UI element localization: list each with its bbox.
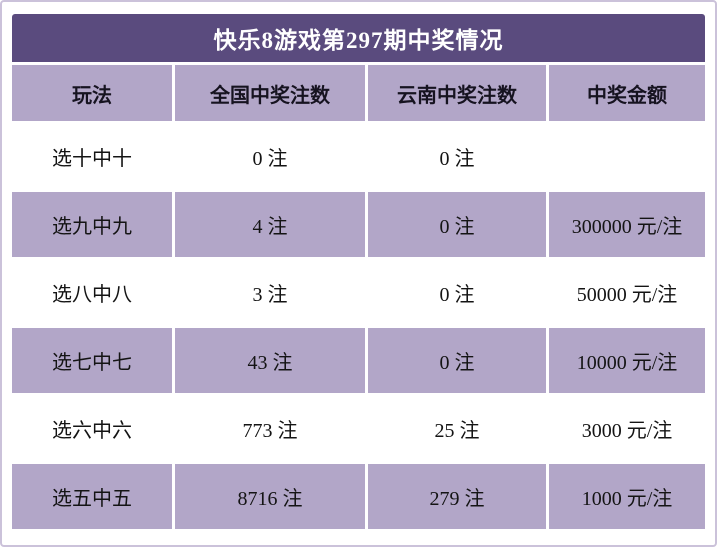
table-cell-prize bbox=[549, 124, 705, 189]
column-header-prize-amount: 中奖金额 bbox=[549, 65, 705, 121]
table-cell-national: 43 注 bbox=[175, 328, 365, 393]
table-cell-playtype: 选八中八 bbox=[12, 260, 172, 325]
table-cell-prize: 1000 元/注 bbox=[549, 464, 705, 529]
table-cell-playtype: 选十中十 bbox=[12, 124, 172, 189]
table-cell-prize: 300000 元/注 bbox=[549, 192, 705, 257]
results-table: 快乐8游戏第297期中奖情况 玩法 全国中奖注数 云南中奖注数 中奖金额 选十中… bbox=[12, 14, 705, 535]
table-cell-national: 3 注 bbox=[175, 260, 365, 325]
column-header-national-bets: 全国中奖注数 bbox=[175, 65, 365, 121]
column-header-yunnan-bets: 云南中奖注数 bbox=[368, 65, 546, 121]
table-cell-yunnan: 0 注 bbox=[368, 124, 546, 189]
table-cell-playtype: 选五中五 bbox=[12, 464, 172, 529]
table-cell-national: 8716 注 bbox=[175, 464, 365, 529]
table-title: 快乐8游戏第297期中奖情况 bbox=[12, 14, 705, 62]
table-cell-playtype: 选六中六 bbox=[12, 396, 172, 461]
table-cell-national: 773 注 bbox=[175, 396, 365, 461]
table-cell-yunnan: 0 注 bbox=[368, 260, 546, 325]
table-cell-national: 0 注 bbox=[175, 124, 365, 189]
table-cell-yunnan: 25 注 bbox=[368, 396, 546, 461]
table-cell-yunnan: 279 注 bbox=[368, 464, 546, 529]
column-header-playtype: 玩法 bbox=[12, 65, 172, 121]
table-cell-prize: 50000 元/注 bbox=[549, 260, 705, 325]
table-cell-yunnan: 0 注 bbox=[368, 328, 546, 393]
table-cell-playtype: 选九中九 bbox=[12, 192, 172, 257]
table-cell-yunnan: 0 注 bbox=[368, 192, 546, 257]
table-cell-prize: 3000 元/注 bbox=[549, 396, 705, 461]
table-cell-playtype: 选七中七 bbox=[12, 328, 172, 393]
table-cell-prize: 10000 元/注 bbox=[549, 328, 705, 393]
table-cell-national: 4 注 bbox=[175, 192, 365, 257]
